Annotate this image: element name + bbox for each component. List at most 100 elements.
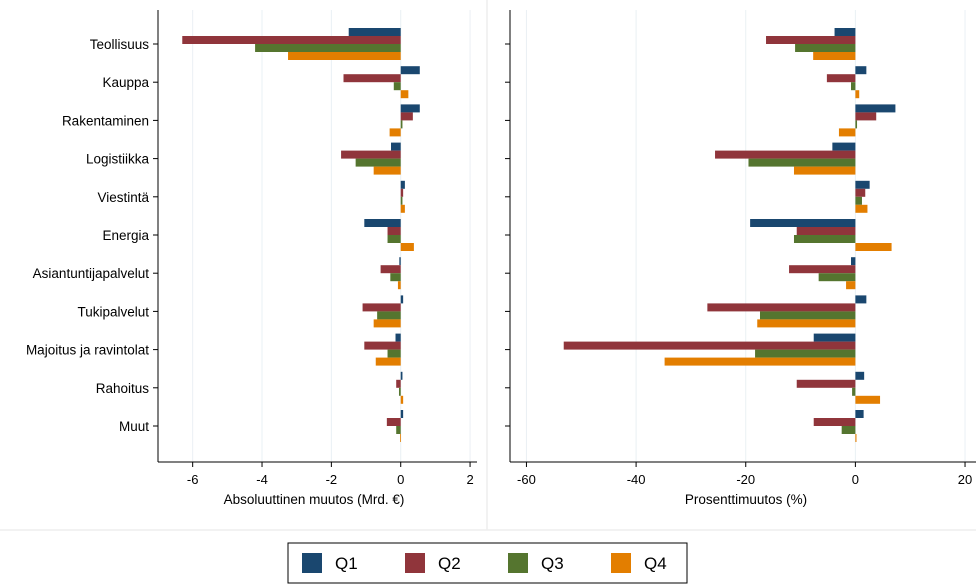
bar-q2 (387, 227, 401, 235)
bar-q1 (813, 333, 856, 342)
bar-q3 (852, 387, 856, 396)
bar-q1 (400, 66, 420, 75)
bar-q2 (380, 265, 401, 274)
x-tick-label: -20 (736, 472, 755, 487)
bar-q3 (255, 44, 401, 52)
bar-q3 (855, 196, 862, 205)
legend-label-q2: Q2 (438, 554, 461, 573)
x-tick-label: -4 (256, 472, 268, 487)
bar-q3 (855, 120, 858, 129)
category-label: Asiantuntijapalvelut (33, 266, 150, 281)
grid-lines (525, 10, 966, 462)
bar-q1 (855, 104, 896, 113)
bar-q4 (375, 357, 401, 366)
bars (182, 28, 420, 442)
bar-q2 (707, 303, 856, 312)
bar-q1 (834, 28, 856, 36)
chart-panel-absolute: Teollisuus Kauppa Rakentaminen Logistiikka V… (26, 10, 477, 507)
legend-label-q3: Q3 (541, 554, 564, 573)
bar-q1 (399, 257, 401, 266)
x-tick-label: -60 (517, 472, 536, 487)
bar-q2 (400, 188, 404, 197)
category-label: Tukipalvelut (77, 304, 149, 319)
bar-q4 (397, 281, 401, 290)
grid-lines (192, 10, 471, 462)
bar-q4 (855, 395, 881, 404)
bar-q4 (855, 90, 860, 99)
bar-q4 (288, 52, 401, 60)
category-label: Rakentaminen (62, 113, 149, 128)
category-labels: Teollisuus Kauppa Rakentaminen Logistiikka V… (26, 37, 158, 434)
tick-labels: -60 -40 -20 0 20 (517, 462, 972, 487)
bar-q3 (818, 273, 856, 282)
bar-q3 (398, 387, 401, 396)
category-label: Majoitus ja ravintolat (26, 343, 149, 358)
bar-q1 (855, 295, 867, 304)
category-label: Energia (102, 228, 149, 243)
bar-q2 (182, 36, 401, 44)
bar-q2 (813, 418, 856, 426)
bar-q1 (400, 180, 405, 189)
bar-q2 (766, 36, 856, 44)
bar-q1 (400, 371, 403, 380)
x-axis-label: Prosenttimuutos (%) (685, 492, 807, 507)
axes (157, 10, 477, 463)
legend-label-q4: Q4 (644, 554, 667, 573)
x-tick-label: 0 (852, 472, 859, 487)
bar-q1 (851, 257, 856, 266)
legend-swatch-q4 (611, 553, 631, 573)
x-tick-label: 20 (958, 472, 972, 487)
bar-q2 (364, 341, 401, 350)
bar-q2 (362, 303, 401, 312)
bar-q2 (826, 74, 856, 83)
bar-q4 (389, 128, 401, 137)
legend-swatch-q2 (405, 553, 425, 573)
category-label: Teollisuus (90, 37, 150, 52)
chart-panel-percent: -60 -40 -20 0 20 Prosenttimuutos (%) (505, 10, 976, 507)
bar-q2 (715, 150, 856, 159)
bar-q2 (386, 418, 401, 426)
bar-q4 (664, 357, 856, 366)
bar-q1 (400, 104, 420, 113)
bar-q2 (789, 265, 856, 274)
bar-q4 (855, 434, 857, 442)
bar-q2 (400, 112, 413, 121)
category-label: Viestintä (97, 190, 149, 205)
bar-q4 (373, 166, 401, 175)
legend-label-q1: Q1 (335, 554, 358, 573)
x-tick-label: 0 (397, 472, 404, 487)
bar-q3 (396, 426, 401, 434)
bar-q1 (855, 66, 867, 75)
category-label: Rahoitus (96, 381, 150, 396)
category-label: Logistiikka (86, 152, 150, 167)
bar-q2 (341, 150, 401, 159)
bar-q3 (795, 44, 856, 52)
bar-q1 (832, 142, 856, 151)
x-tick-label: -40 (627, 472, 646, 487)
axes (505, 10, 976, 463)
bar-q3 (748, 158, 856, 167)
bar-q3 (851, 82, 856, 91)
bar-q1 (855, 180, 870, 189)
bar-q4 (793, 166, 856, 175)
bar-q1 (395, 333, 401, 342)
bar-q1 (391, 142, 401, 151)
category-label: Muut (119, 419, 149, 434)
bar-q3 (793, 235, 856, 243)
bar-q3 (755, 349, 856, 358)
bar-q3 (400, 120, 403, 129)
legend-swatch-q1 (302, 553, 322, 573)
x-tick-label: 2 (466, 472, 473, 487)
bar-q4 (400, 204, 405, 213)
bar-q4 (400, 90, 409, 99)
bar-q4 (400, 243, 414, 251)
bar-q1 (400, 295, 404, 304)
bar-q4 (813, 52, 856, 60)
x-tick-label: -2 (326, 472, 338, 487)
bar-q3 (387, 235, 401, 243)
x-axis-label: Absoluuttinen muutos (Mrd. €) (224, 492, 405, 507)
bar-q1 (855, 410, 864, 418)
legend: Q1 Q2 Q3 Q4 (287, 542, 688, 584)
bars (563, 28, 896, 442)
